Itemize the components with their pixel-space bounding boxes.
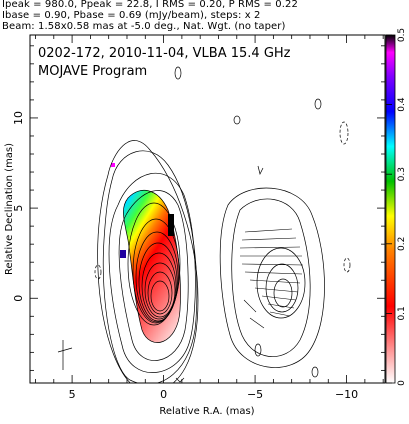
- saturated-pixels: [168, 214, 174, 236]
- header-line-2: Ibase = 0.90, Pbase = 0.69 (mJy/beam), s…: [2, 10, 261, 21]
- stokes-i-panel: [57, 66, 199, 383]
- colorbar-ticks: 0 0.1 0.2 0.3 0.4 0.5: [386, 28, 407, 386]
- colorbar-tick-label: 0.5: [397, 28, 407, 42]
- x-axis-label: Relative R.A. (mas): [159, 406, 254, 417]
- y-tick-label: 10: [12, 111, 25, 125]
- header-line-3: Beam: 1.58x0.58 mas at -5.0 deg., Nat. W…: [2, 21, 286, 32]
- polarized-contours: [219, 187, 325, 368]
- evpa-ticks: [239, 228, 304, 329]
- axis-tick-labels: 5 0 −5 −10 0 5 10: [12, 111, 358, 401]
- polarized-panel: [219, 98, 351, 378]
- x-tick-label: −10: [335, 388, 358, 401]
- colorbar-tick-label: 0.1: [397, 306, 407, 320]
- chart-title: 0202-172, 2010-11-04, VLBA 15.4 GHz: [38, 46, 291, 61]
- colorbar: [385, 34, 396, 384]
- chart-subtitle: MOJAVE Program: [38, 64, 147, 79]
- intensity-contours: [97, 140, 199, 383]
- colorbar-tick-label: 0: [397, 380, 407, 386]
- y-tick-label: 5: [12, 205, 25, 212]
- y-tick-label: 0: [12, 295, 25, 302]
- x-tick-label: 5: [69, 388, 76, 401]
- colorbar-tick-label: 0.4: [397, 97, 407, 112]
- polarized-isolated-contours: [233, 98, 351, 378]
- isolated-contours: [57, 66, 185, 383]
- colorbar-tick-label: 0.3: [397, 167, 407, 181]
- header-line-1: Ipeak = 980.0, Ppeak = 22.8, I RMS = 0.2…: [2, 0, 298, 10]
- plot-frame: [29, 34, 386, 384]
- polarization-color-region: [123, 189, 181, 343]
- axis-ticks: [30, 35, 385, 383]
- y-axis-label: Relative Declination (mas): [4, 143, 15, 275]
- blue-pixels: [120, 250, 126, 258]
- x-tick-label: −5: [247, 388, 263, 401]
- magenta-pixel: [111, 163, 115, 167]
- x-tick-label: 0: [160, 388, 167, 401]
- colorbar-tick-label: 0.2: [397, 237, 407, 251]
